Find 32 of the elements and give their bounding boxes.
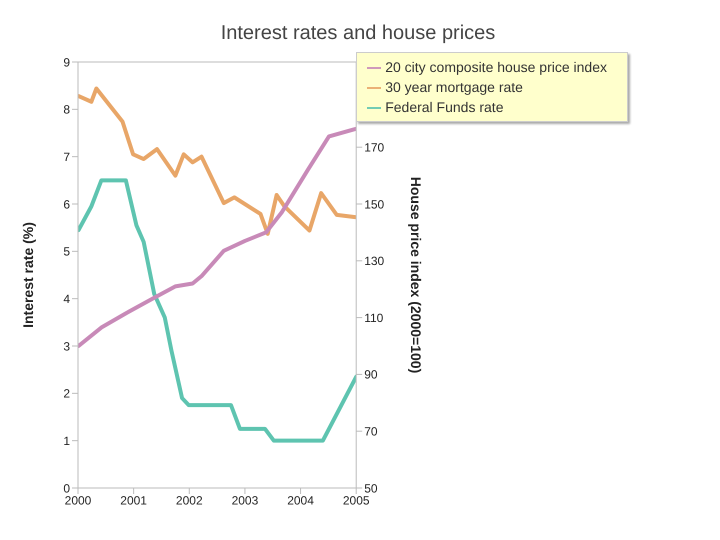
y-tick-label: 0 <box>63 481 70 496</box>
y-tick-label: 7 <box>63 150 70 164</box>
y-tick-label: 6 <box>63 197 70 212</box>
y2-tick-label: 70 <box>364 424 378 438</box>
y2-tick-label: 130 <box>364 254 385 268</box>
x-tick-label: 2001 <box>120 494 148 508</box>
y-tick-label: 1 <box>63 434 70 448</box>
line-series <box>78 126 356 348</box>
line-series <box>78 86 356 236</box>
x-tick-label: 2002 <box>176 494 203 508</box>
x-tick-label: 2005 <box>342 494 370 508</box>
y-tick-label: 8 <box>63 102 70 117</box>
x-tick-label: 2004 <box>287 494 314 508</box>
y2-tick-label: 170 <box>364 140 385 154</box>
x-tick-label: 2003 <box>232 494 259 508</box>
chart-title: Interest rates and house prices <box>220 21 496 46</box>
y2-axis-title: House price index (2000=100) <box>408 176 424 374</box>
legend-label: 20 city composite house price index <box>385 59 607 75</box>
y-tick-label: 5 <box>63 244 70 259</box>
legend-label: Federal Funds rate <box>385 99 504 115</box>
y2-tick-label: 110 <box>364 310 384 325</box>
y-tick-label: 2 <box>63 386 70 401</box>
y-tick-label: 3 <box>63 339 70 354</box>
y-tick-label: 4 <box>63 292 70 306</box>
y2-tick-label: 50 <box>364 481 378 496</box>
y-tick-label: 9 <box>63 55 70 70</box>
line-series <box>78 178 356 443</box>
y-axis-title: Interest rate (%) <box>20 222 36 328</box>
legend-label: 30 year mortgage rate <box>385 79 523 95</box>
y2-tick-label: 150 <box>364 197 385 212</box>
y2-tick-label: 90 <box>364 368 378 382</box>
x-tick-label: 2000 <box>64 494 92 508</box>
